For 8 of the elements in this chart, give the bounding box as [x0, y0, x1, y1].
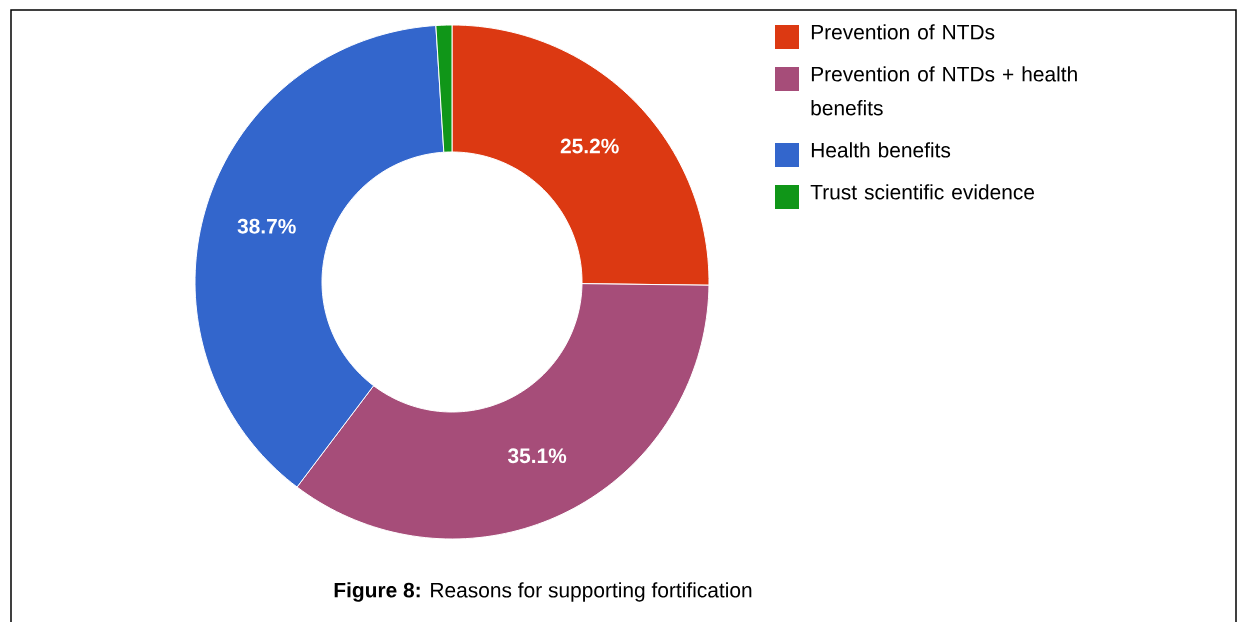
- legend-label: Prevention of NTDs + health benefits: [811, 66, 1077, 116]
- legend-label: Health benefits: [811, 142, 951, 158]
- data-label: 35.1%: [507, 448, 567, 464]
- data-label: 25.2%: [560, 138, 619, 154]
- text: Figure 8: Reasons for supporting fortification: [334, 582, 752, 602]
- data-label: 38.7%: [237, 218, 296, 234]
- legend-label: Prevention of NTDs: [811, 24, 995, 40]
- legend-label: Trust scientific evidence: [810, 184, 1035, 200]
